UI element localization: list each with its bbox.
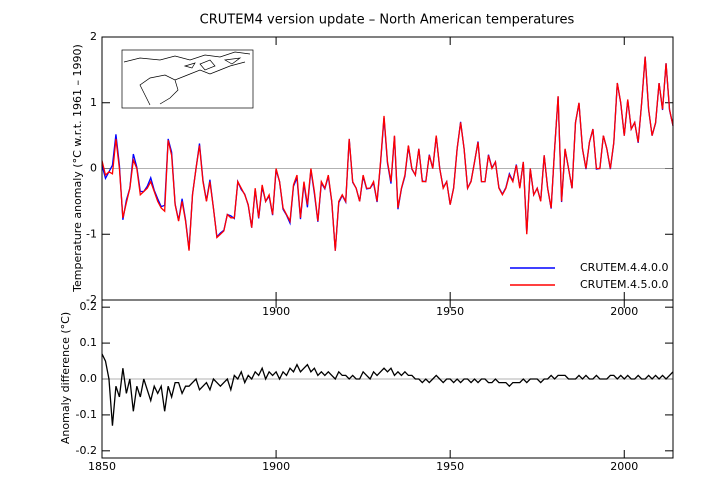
y-tick-label: 0.1 xyxy=(80,336,98,349)
legend-label: CRUTEM.4.4.0.0 xyxy=(580,261,669,274)
y-tick-label: -0.2 xyxy=(76,444,97,457)
y-tick-label: 0.2 xyxy=(80,300,98,313)
x-tick-label: 1900 xyxy=(262,305,290,318)
y-tick-label: -0.1 xyxy=(76,408,97,421)
chart-title: CRUTEM4 version update – North American … xyxy=(200,13,575,28)
y-tick-label: -1 xyxy=(86,227,97,240)
x-tick-label: 1950 xyxy=(436,305,464,318)
y-tick-label: 1 xyxy=(90,96,97,109)
y-tick-label: 0.0 xyxy=(80,372,98,385)
series-line xyxy=(101,353,674,426)
legend-label: CRUTEM.4.5.0.0 xyxy=(580,278,669,291)
y-tick-label: 0 xyxy=(90,162,97,175)
y-axis-label: Anomaly difference (°C) xyxy=(59,312,72,444)
plot-frame xyxy=(101,299,674,459)
y-tick-label: 2 xyxy=(90,30,97,43)
x-tick-label: 1900 xyxy=(262,460,290,473)
y-axis-label: Temperature anomaly (°C w.r.t. 1961 – 19… xyxy=(71,44,84,293)
x-tick-label: 2000 xyxy=(610,305,638,318)
series-line xyxy=(101,56,674,251)
x-tick-label: 1950 xyxy=(436,460,464,473)
x-tick-label: 2000 xyxy=(610,460,638,473)
y-tick-label: -2 xyxy=(86,293,97,306)
map-inset xyxy=(121,49,254,109)
x-tick-label: 1850 xyxy=(88,460,116,473)
